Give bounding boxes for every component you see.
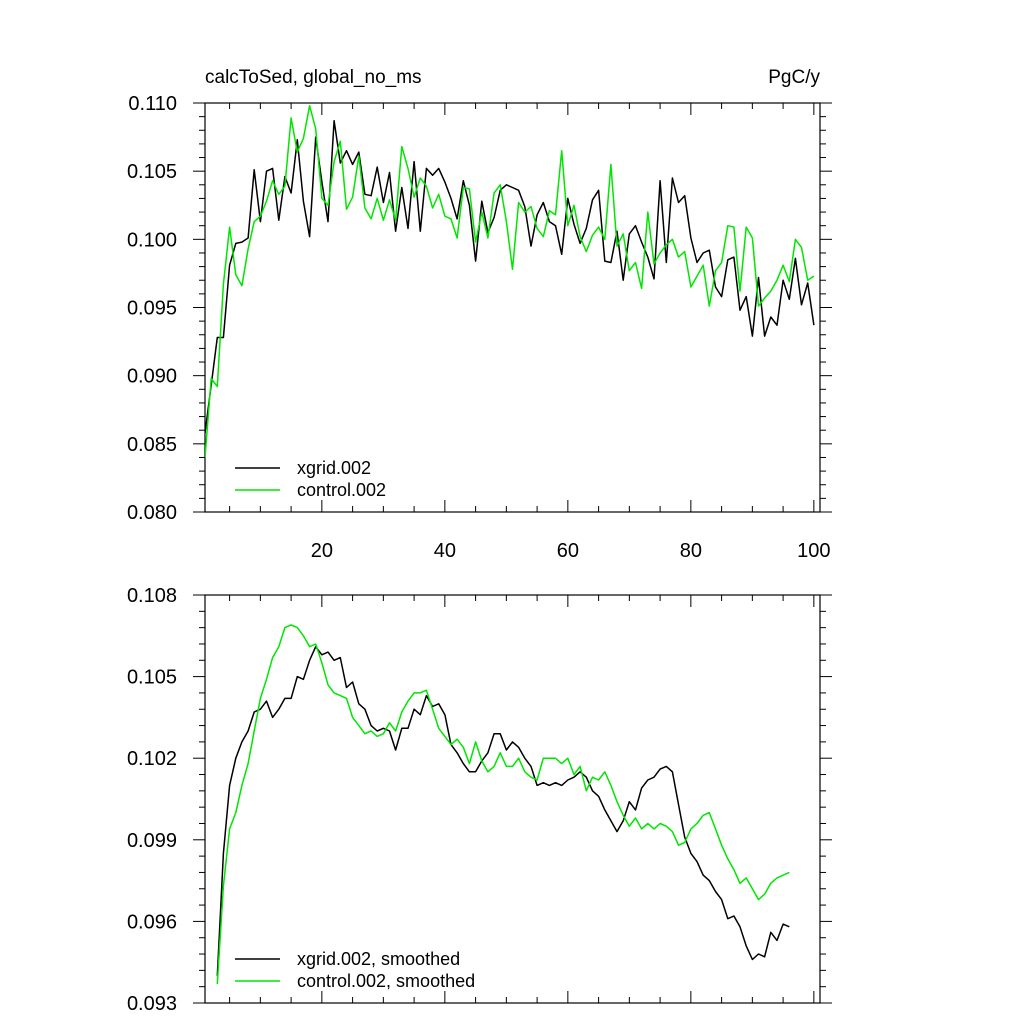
chart-1-y-tick-label: 0.099	[127, 830, 177, 852]
chart-0-y-tick-label: 0.100	[127, 229, 177, 251]
chart-0-legend-label-0: xgrid.002	[297, 458, 371, 478]
chart-1-legend-label-0: xgrid.002, smoothed	[297, 949, 460, 969]
chart-0-x-tick-label: 100	[797, 540, 830, 562]
chart-1-series-line-0	[216, 645, 790, 976]
chart-1-y-tick-label: 0.093	[127, 993, 177, 1015]
chart-1-frame	[204, 594, 821, 1004]
chart-0-title-left: calcToSed, global_no_ms	[205, 67, 422, 88]
chart-0-series-line-0	[205, 119, 815, 433]
chart-1-series-line-1	[216, 624, 790, 985]
chart-1-y-tick-label: 0.102	[127, 748, 177, 770]
chart-0-legend-label-1: control.002	[297, 480, 386, 500]
chart-0-x-tick-label: 40	[434, 540, 456, 562]
chart-1-legend-label-1: control.002, smoothed	[297, 971, 475, 991]
top-panel: 20 40 60 80 100 0.080 0.085 0.090 0.095 0.100 0.10…	[127, 67, 832, 562]
chart-0-y-tick-label: 0.080	[127, 502, 177, 524]
chart-0-x-tick-label: 20	[311, 540, 333, 562]
chart-0-frame	[204, 102, 821, 513]
chart-0-y-tick-label: 0.090	[127, 366, 177, 388]
chart-0-series-line-1	[205, 104, 815, 458]
chart-0-title-right: PgC/y	[768, 67, 820, 88]
chart-0-y-tick-label: 0.105	[127, 161, 177, 183]
bottom-panel: 0.093 0.096 0.099 0.102 0.105 0.108 xgrid.002,…	[127, 585, 832, 1015]
chart-0-x-tick-label: 60	[557, 540, 579, 562]
chart-0-y-tick-label: 0.095	[127, 298, 177, 320]
chart-1-y-tick-label: 0.105	[127, 667, 177, 689]
chart-0-y-tick-label: 0.085	[127, 434, 177, 456]
chart-1-y-tick-label: 0.108	[127, 585, 177, 607]
chart-0-y-tick-label: 0.110	[128, 93, 177, 115]
chart-0-x-tick-label: 80	[680, 540, 702, 562]
chart-1-y-tick-label: 0.096	[127, 911, 177, 933]
